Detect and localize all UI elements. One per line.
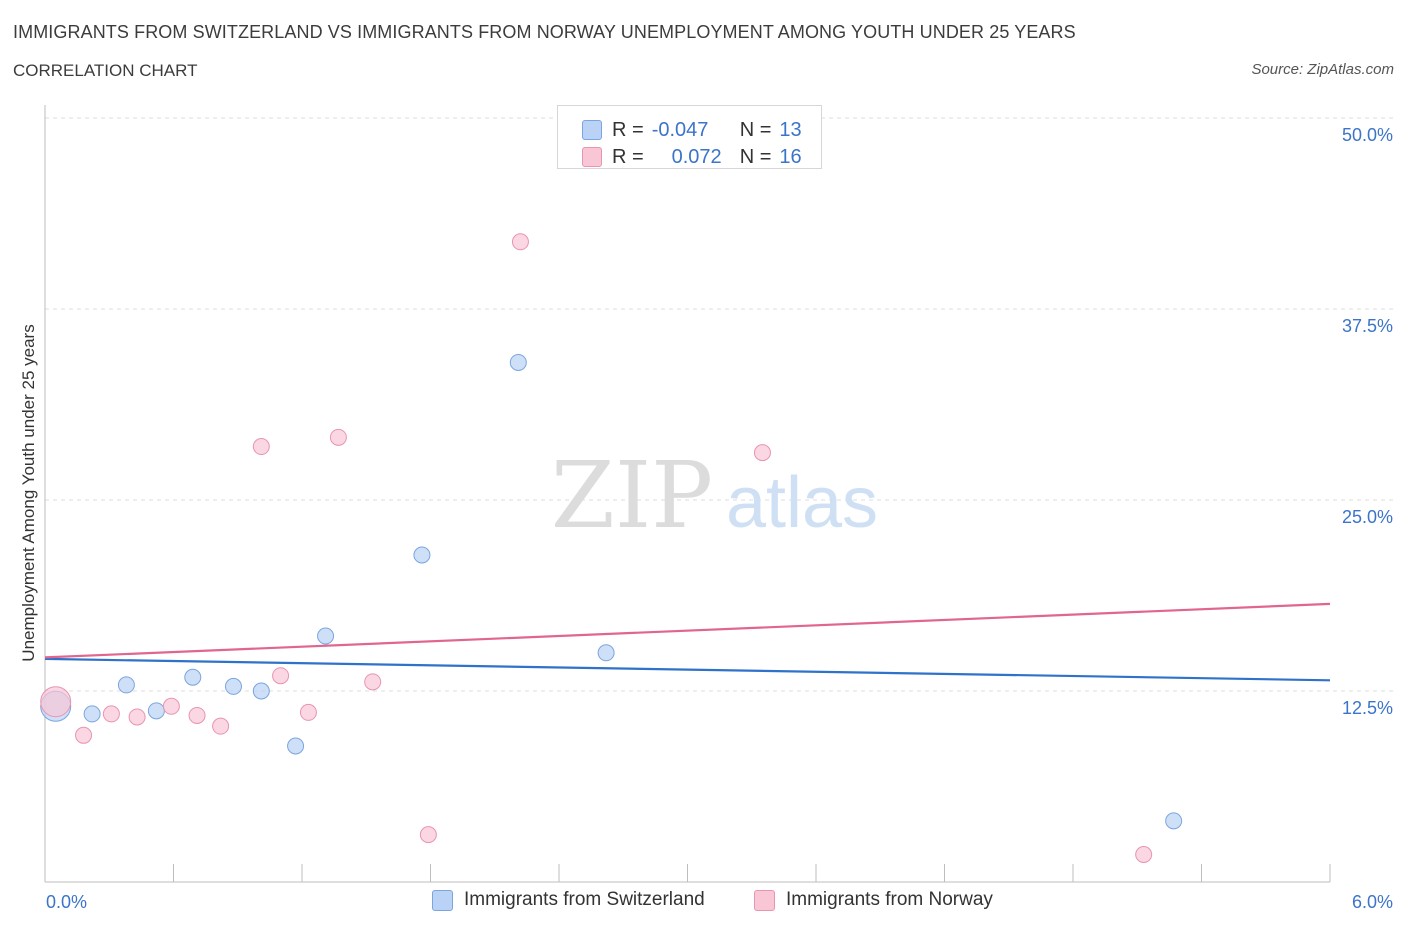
x-tick-label: 0.0% [46,892,87,912]
norway-legend-label: Immigrants from Norway [786,889,993,910]
y-tick-label: 25.0% [1342,507,1393,527]
n-label: N = [739,145,772,168]
norway-point [329,428,347,446]
switzerland-point [1165,812,1183,830]
switzerland-point [597,644,615,662]
tick-labels: 12.5% 25.0% 37.5% 50.0% 0.0% 6.0% [46,125,1393,912]
r-label: R = [612,145,644,168]
norway-point [75,726,93,744]
norway-point [419,826,437,844]
x-tick-label: 6.0% [1352,892,1393,912]
switzerland-point [184,668,202,686]
legend-item-switzerland: Immigrants from Switzerland [432,889,705,911]
chart-subtitle: CORRELATION CHART [13,61,198,80]
grid-lines [45,117,1395,692]
switzerland-point [252,682,270,700]
norway-point [299,703,317,721]
switzerland-point [509,353,527,371]
norway-point [753,444,771,462]
switzerland-point [317,627,335,645]
norway-point [252,438,270,456]
norway-n-value: 16 [779,145,802,168]
data-points [40,233,1183,863]
y-tick-label: 37.5% [1342,316,1393,336]
norway-point [40,686,72,718]
trend-lines [44,602,1331,682]
norway-trend-line [44,602,1331,659]
source-label: Source: ZipAtlas.com [1251,61,1394,78]
switzerland-point [224,677,242,695]
r-label: R = [612,118,644,141]
norway-legend-swatch [754,889,775,911]
switzerland-n-value: 13 [779,118,802,141]
stats-legend: R = -0.047 N = 13 R = 0.072 N = 16 [557,105,822,169]
switzerland-legend-swatch [432,889,453,911]
chart-title: IMMIGRANTS FROM SWITZERLAND VS IMMIGRANT… [13,22,1076,42]
norway-point [212,717,230,735]
axes [44,105,1331,883]
norway-point [102,705,120,723]
switzerland-r-value: -0.047 [651,118,709,141]
norway-point [272,667,290,685]
switzerland-legend-label: Immigrants from Switzerland [464,889,705,910]
legend-row-norway: R = 0.072 N = 16 [582,144,802,170]
norway-r-value: 0.072 [671,145,722,168]
norway-swatch [582,147,602,167]
y-tick-label: 50.0% [1342,125,1393,145]
switzerland-point [413,546,431,564]
legend-row-switzerland: R = -0.047 N = 13 [582,117,802,143]
norway-point [511,233,529,251]
watermark-zip: ZIP [551,442,713,549]
norway-point [128,708,146,726]
watermark-atlas: atlas [726,463,878,543]
norway-point [188,706,206,724]
switzerland-point [117,676,135,694]
switzerland-point [83,705,101,723]
n-label: N = [739,118,772,141]
norway-point [364,673,382,691]
watermark: ZIP atlas [551,442,878,549]
norway-point [1135,845,1153,863]
norway-point [162,697,180,715]
legend-item-norway: Immigrants from Norway [754,889,993,911]
switzerland-swatch [582,120,602,140]
y-tick-label: 12.5% [1342,698,1393,718]
switzerland-point [287,737,305,755]
y-axis-label: Unemployment Among Youth under 25 years [19,324,38,661]
switzerland-point [147,702,165,720]
switzerland-trend-line [44,657,1331,682]
